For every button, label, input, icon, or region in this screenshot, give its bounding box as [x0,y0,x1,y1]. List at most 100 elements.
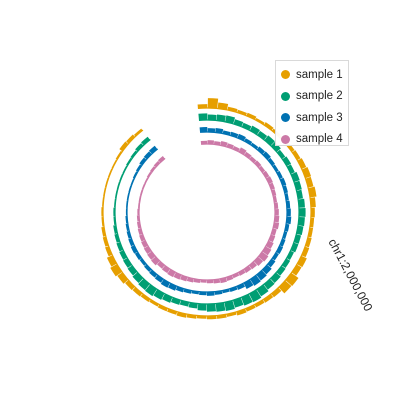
track-bar [293,234,302,244]
track-bar [243,279,254,290]
legend-item-sample-1[interactable]: sample 1 [281,64,348,86]
track-bar [200,140,208,145]
track-bar [215,128,224,134]
track-bar [128,185,132,193]
track-bar [119,173,124,182]
track-bar [183,288,192,294]
track-bar [308,186,317,198]
track-bar [305,237,312,248]
track-bar [285,272,299,286]
track-bar [157,304,168,312]
track-bar [213,278,221,284]
track-bar [233,119,244,127]
track-bar [116,242,124,252]
track-baseline [114,119,300,305]
track-bar [111,159,117,169]
track-bar [238,269,246,276]
track-bar [197,104,208,109]
legend-item-sample-4[interactable]: sample 4 [281,129,348,151]
track-bar [130,245,138,254]
track-bar [173,272,182,280]
legend-label-sample-4: sample 4 [296,133,343,146]
track-bar [222,288,230,294]
track-bar [101,207,104,217]
track-bar [157,156,165,163]
track-bar [107,168,113,178]
track-bar [154,274,164,283]
track-bar [286,164,295,174]
track-baseline [138,143,276,281]
track-bar [238,147,247,155]
track-bar [214,290,223,295]
track-bar [207,140,215,145]
track-bar [266,176,273,184]
track-bar [170,297,181,305]
track-bar [274,215,280,223]
track-bar [298,198,305,208]
track-bar [305,176,314,188]
track-bar [193,278,201,283]
legend-item-sample-2[interactable]: sample 2 [281,86,348,108]
track-bar [236,283,246,290]
track-bar [126,200,128,208]
track-bar [141,183,146,190]
track-bar [232,297,244,308]
track-bar [258,165,266,173]
track-bar [191,290,199,295]
track-bar [128,238,135,247]
track-bar [255,117,265,125]
track-bar [276,170,283,179]
track-bar [250,142,259,150]
track-bar [145,284,157,297]
track-bar [227,106,238,113]
track-bar [105,246,113,257]
track-bar [176,311,187,318]
track-bar [232,272,240,279]
track-bar [258,251,269,262]
track-bar [122,165,128,174]
track-bar [296,255,307,268]
track-bar [135,143,144,152]
track-bar [175,286,185,293]
track-bar [296,225,304,236]
track-bar [119,141,129,152]
track-bar [137,208,140,216]
track-bar [206,315,217,320]
track-bar [114,198,116,208]
track-bar [125,208,128,216]
track-bar [216,114,226,122]
track-bar [139,258,147,266]
track-bar [267,258,276,268]
track-bar [141,240,148,248]
track-bar [271,287,282,298]
track-bar [282,156,292,167]
track-bar [244,151,252,159]
track-bar [101,217,104,227]
track-bar [267,157,275,166]
legend-item-sample-3[interactable]: sample 3 [281,107,348,129]
track-bar [123,258,132,268]
track-bar [161,265,170,274]
track-bar [207,98,219,109]
track-bar [127,265,138,276]
track-bar [286,208,291,217]
track-bar [271,189,277,197]
track-bar [256,284,269,297]
track-bar [249,156,257,163]
track-bar [132,272,144,284]
track-bar [207,128,216,133]
track-bar [291,264,302,276]
track-bar [262,151,271,160]
track-bar [249,125,260,135]
track-bar [186,314,197,319]
track-bar [160,279,170,288]
legend-marker-sample-4 [281,134,290,144]
track-bar [199,127,208,133]
track-bar [298,207,306,217]
track-bar [219,277,228,284]
track-bar [167,269,176,278]
track-bar [276,265,286,276]
track-bar [141,136,151,146]
track-bar [290,171,300,183]
track-bar [130,150,138,159]
